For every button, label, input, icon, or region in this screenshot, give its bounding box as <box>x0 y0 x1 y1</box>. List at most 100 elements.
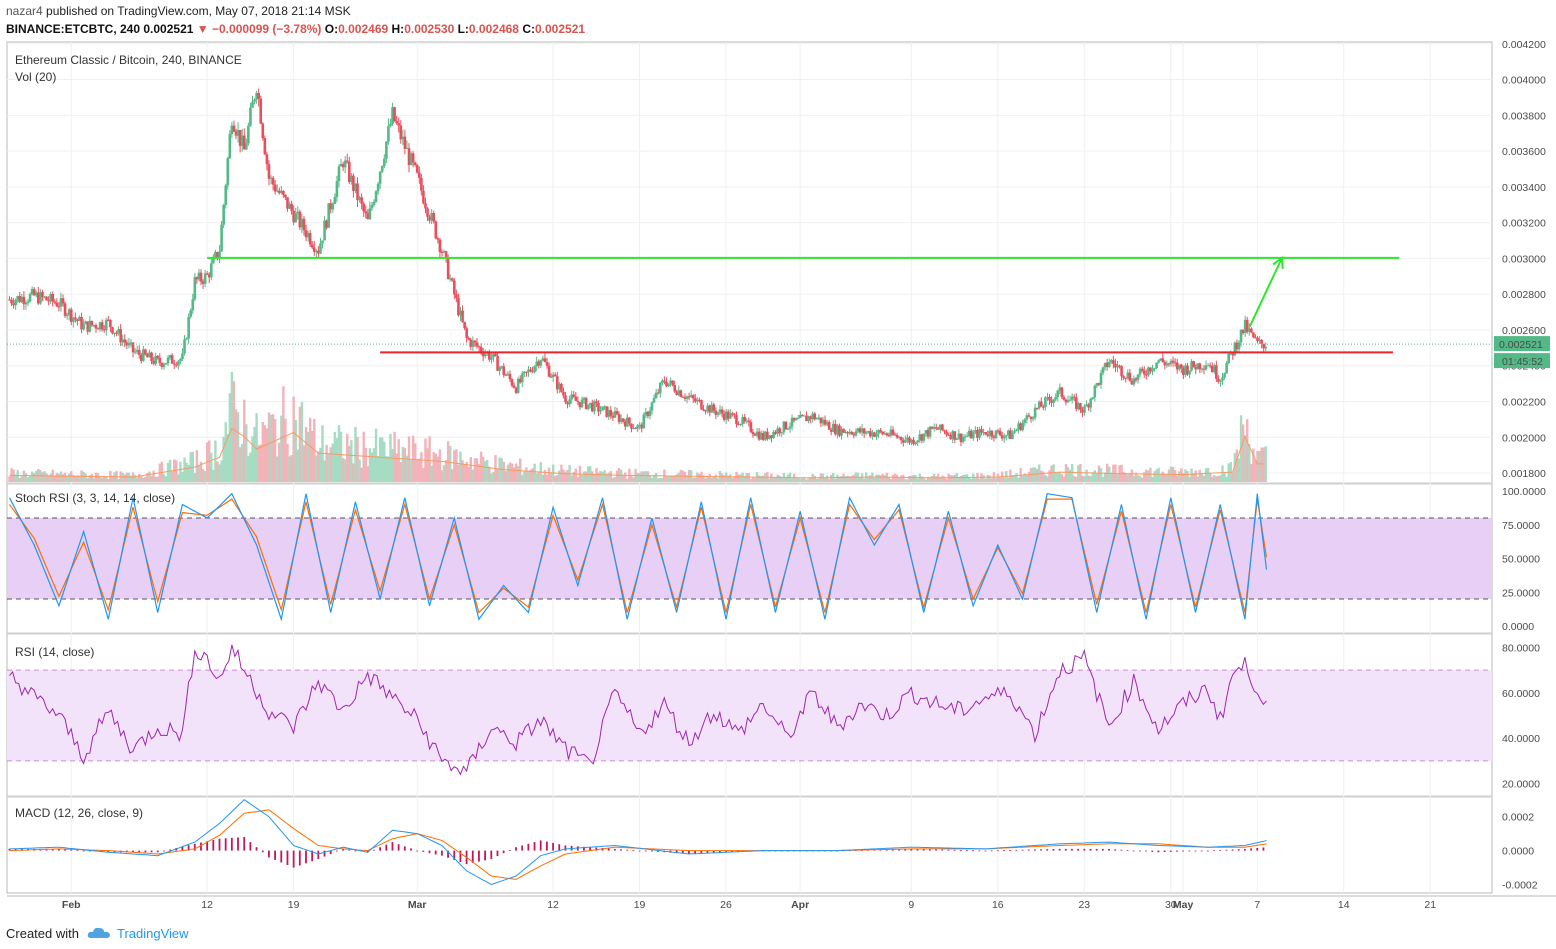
candle-body <box>1027 415 1031 417</box>
x-tick-label: 30 <box>1165 899 1177 911</box>
volume-bar <box>368 448 372 482</box>
candle-body <box>347 161 351 182</box>
volume-bar <box>817 478 821 482</box>
macd-hist-bar <box>169 849 171 851</box>
macd-hist-bar <box>533 842 536 851</box>
candle-body <box>131 342 135 353</box>
volume-bar <box>636 473 639 482</box>
volume-bar <box>325 444 328 482</box>
stoch-tick-label: 25.0000 <box>1502 587 1540 599</box>
volume-bar <box>994 478 998 482</box>
volume-bar <box>1256 451 1259 482</box>
macd-hist-bar <box>329 850 332 854</box>
candle-body <box>76 319 79 322</box>
candle-body <box>1147 367 1150 376</box>
candle-body <box>1177 364 1181 370</box>
candle-body <box>780 432 784 434</box>
candle-body <box>139 354 143 361</box>
volume-bar <box>498 457 501 482</box>
volume-bar <box>967 477 971 482</box>
macd-title: MACD (12, 26, close, 9) <box>15 806 143 820</box>
macd-hist-bar <box>910 848 913 851</box>
macd-hist-bar <box>478 850 480 862</box>
candle-body <box>63 303 67 316</box>
candle-body <box>1085 404 1088 407</box>
macd-hist-bar <box>898 849 900 851</box>
candle-body <box>1070 396 1074 400</box>
candle-body <box>467 337 471 340</box>
high-label: H: <box>391 22 405 36</box>
macd-hist-bar <box>922 849 925 851</box>
candle-body <box>982 432 985 434</box>
volume-bar <box>133 474 137 482</box>
volume-bar <box>253 427 256 482</box>
candle-body <box>650 402 654 411</box>
volume-bar <box>238 447 242 482</box>
candle-body <box>1074 397 1078 410</box>
volume-bar <box>805 479 808 482</box>
macd-hist-bar <box>1231 849 1234 851</box>
candle-body <box>646 411 650 417</box>
candle-body <box>1017 423 1020 430</box>
volume-bar <box>366 466 370 482</box>
candle-body <box>325 220 328 228</box>
candle-body <box>1165 363 1169 366</box>
candle-body <box>1153 367 1156 370</box>
candle-body <box>848 431 852 434</box>
volume-bar <box>945 479 948 482</box>
candle-body <box>146 354 149 358</box>
macd-hist-bar <box>595 847 598 851</box>
volume-bar <box>409 459 413 482</box>
volume-bar <box>232 381 236 482</box>
volume-bar <box>570 475 573 482</box>
tradingview-link[interactable]: TradingView <box>116 925 189 941</box>
candle-body <box>545 361 549 366</box>
candle-body <box>430 212 433 221</box>
candle-body <box>755 431 759 436</box>
macd-hist-bar <box>1052 849 1055 851</box>
candle-body <box>972 432 975 439</box>
macd-hist-bar <box>1219 850 1222 851</box>
candle-body <box>53 301 57 303</box>
candle-body <box>438 239 442 252</box>
volume-bar <box>432 452 435 482</box>
candle-body <box>827 422 831 430</box>
volume-bar <box>580 474 584 482</box>
macd-tick-label: 0.0002 <box>1502 812 1534 824</box>
candle-body <box>1126 372 1130 379</box>
volume-bar <box>469 457 472 482</box>
macd-hist-bar <box>1250 848 1252 851</box>
candle-body <box>16 296 20 300</box>
volume-bar <box>1194 470 1197 482</box>
candle-body <box>1112 360 1115 364</box>
candle-body <box>531 371 534 373</box>
volume-bar <box>562 469 565 482</box>
volume-bar <box>290 454 293 482</box>
volume-bar <box>234 409 238 482</box>
volume-bar <box>473 458 477 482</box>
volume-bar <box>236 412 240 482</box>
volume-bar <box>1252 448 1255 482</box>
candle-body <box>533 366 536 372</box>
candle-body <box>782 421 786 433</box>
candle-body <box>988 430 992 436</box>
publisher-name[interactable]: nazar4 <box>6 4 43 18</box>
candle-body <box>1109 360 1113 363</box>
volume-bar <box>465 461 468 482</box>
volume-bar <box>790 478 794 482</box>
candle-body <box>362 203 366 212</box>
candle-body <box>555 376 559 390</box>
candle-body <box>1217 378 1220 382</box>
candle-body <box>84 321 87 325</box>
macd-hist-bar <box>1176 850 1178 852</box>
volume-bar <box>731 477 734 482</box>
rsi-title: RSI (14, close) <box>15 645 94 659</box>
volume-bar <box>673 475 676 482</box>
candle-body <box>341 164 345 168</box>
volume-bar <box>605 473 608 482</box>
candle-body <box>251 101 254 108</box>
macd-hist-bar <box>268 850 270 858</box>
candle-body <box>352 175 355 191</box>
volume-bar <box>28 475 32 482</box>
